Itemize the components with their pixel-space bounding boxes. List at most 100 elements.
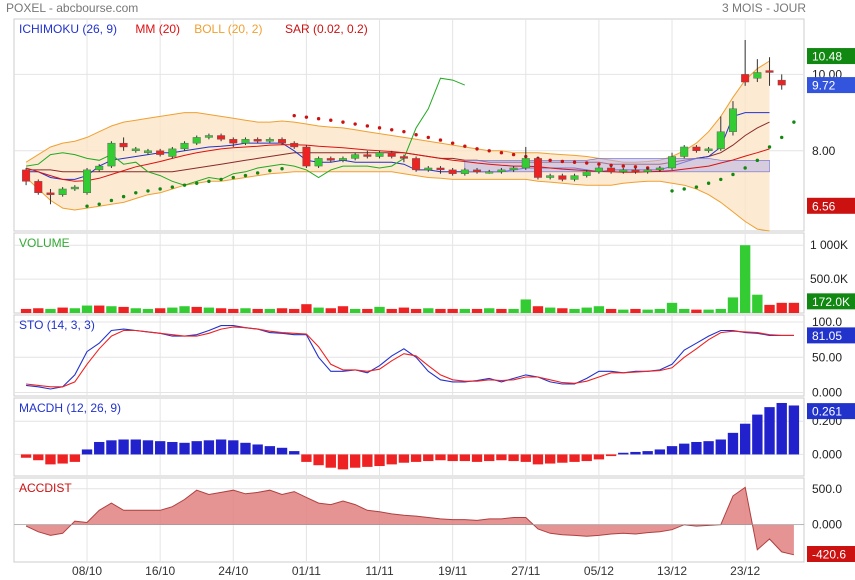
sar-dot [170,185,175,189]
macd-bar [410,454,422,462]
sar-dot [182,183,187,187]
volume-bar [471,308,483,313]
x-tick-label: 11/11 [365,564,394,578]
volume-bar [496,308,507,313]
volume-bar [679,308,690,313]
macd-bar [691,441,702,455]
panel-frame-3 [13,397,805,477]
sar-dot [292,113,296,118]
candle [643,169,652,172]
legend-entry: MM (20) [135,22,180,36]
candle [265,139,274,142]
candle [716,131,725,150]
bollinger-band-fill [26,61,770,231]
sar-dot [109,198,114,203]
legend-entry: ACCDIST [19,481,72,495]
volume-bar [544,307,556,313]
candle [314,158,323,167]
macd-bar [739,423,751,455]
sar-dot [719,177,723,182]
price-badge-box [807,197,855,214]
volume-bar [106,306,117,313]
macd-bar [301,454,312,462]
macd-bar [703,441,714,455]
sar-dot [621,164,625,168]
candle [753,72,762,79]
volume-bar [374,306,385,313]
legend-entry: STO (14, 3, 3) [19,318,95,332]
legend-entry: ICHIMOKU (26, 9) [19,22,117,36]
macd-bar [57,454,68,464]
macd-badge-box [807,403,855,420]
macd-bar [398,454,410,463]
x-tick-label: 08/10 [72,564,102,578]
sar-dot [158,187,162,191]
sar-dot [487,149,491,153]
volume-bar [228,308,239,313]
volume-bar [191,306,202,313]
accdist-area [26,487,794,555]
sar-dot [743,166,747,170]
price-badge-box [807,48,855,65]
candle [631,169,640,172]
candle [521,158,530,169]
volume-bar [532,306,544,313]
volume-bar [337,306,349,313]
volume-bar [45,308,56,313]
candle [777,79,786,86]
macd-bar [69,454,81,462]
macd-bar [544,454,556,464]
price-badge-text: 6.56 [812,199,836,213]
sar-dot [426,135,430,140]
macd-bar [154,441,166,455]
sar-dot [255,171,260,175]
sar-dot [475,147,479,151]
accdist-badge-box [807,546,855,562]
x-tick-label: 24/10 [218,564,248,578]
macd-bar [313,454,324,466]
candle [241,139,250,144]
volume-bar [508,308,519,313]
sar-dot [597,162,601,166]
sar-dot [207,179,211,184]
y-tick-label: 0.000 [812,518,842,532]
volume-bar [130,308,141,313]
volume-bar [386,308,397,313]
volume-bar [654,308,666,313]
macd-bar [252,444,263,455]
macd-bar [654,449,666,455]
volume-bar [215,308,227,313]
volume-bar [618,309,629,313]
candle [533,158,542,178]
sar-dot [511,152,516,157]
price-badge-text: 10.48 [812,50,842,64]
sar-dot [767,145,772,149]
candle [375,152,384,157]
candle [387,152,396,157]
sar-dot [280,167,284,171]
candle [704,148,713,151]
volume-bar [398,307,410,313]
sar-dot [755,158,760,163]
price-badge: 6.56 [807,197,855,214]
macd-bar [447,454,458,462]
candle [741,74,750,83]
volume-bar [447,308,458,313]
macd-bar [520,454,531,462]
candle [473,169,482,172]
candle [326,158,335,161]
volume-bar [715,308,726,313]
accdist-line [25,486,795,556]
sar-dot [304,115,309,119]
candle [582,171,591,176]
macd-bar [581,454,592,462]
macd-bar [764,407,775,455]
y-tick-label: 1 000K [810,238,848,252]
macd-bar [435,454,446,461]
price-badge-text: 9.72 [812,79,836,93]
candle [290,142,299,148]
legend-entry: BOLL (20, 2) [194,22,262,36]
sar-dot [341,120,345,124]
volume-bar [752,294,763,313]
accdist-badge-text: -420.6 [812,548,846,562]
